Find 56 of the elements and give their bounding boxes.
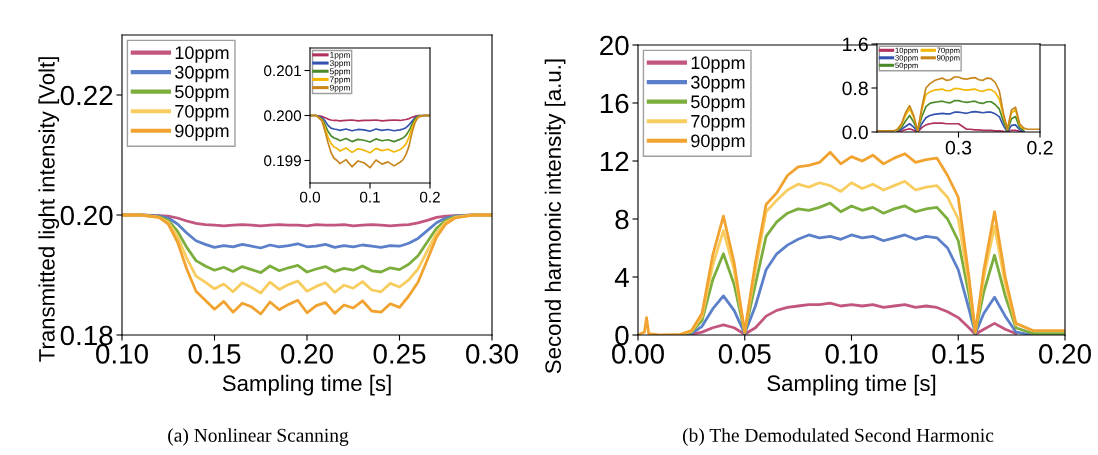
legend-label: 9ppm xyxy=(329,84,350,93)
x-tick-label: 0.1 xyxy=(359,191,380,203)
x-tick-label: 0.10 xyxy=(96,344,148,364)
x-tick-label: 0.2 xyxy=(419,191,440,203)
x-tick-label: 0.05 xyxy=(718,344,771,364)
y-tick-label: 0.8 xyxy=(842,81,868,96)
y-tick-label: 0.0 xyxy=(842,125,868,140)
x-axis-title: Sampling time [s] xyxy=(767,374,936,396)
legend-label: 10ppm xyxy=(175,46,229,63)
y-tick-label: 0.199 xyxy=(264,155,301,167)
x-tick-label: 0.30 xyxy=(466,344,518,364)
legend-label: 30ppm xyxy=(175,65,229,83)
y-tick-label: 16 xyxy=(600,93,629,114)
legend-label: 30ppm xyxy=(691,75,745,93)
y-tick-label: 4 xyxy=(614,267,629,288)
x-tick-label: 0.15 xyxy=(188,344,241,364)
y-tick-label: 0.18 xyxy=(60,325,113,346)
legend-label: 7ppm xyxy=(330,76,350,85)
y-tick-label: 0.22 xyxy=(60,85,113,106)
x-tick-label: 0.0 xyxy=(299,191,321,203)
x-axis-title: Sampling time [s] xyxy=(222,374,391,396)
legend-label: 90ppm xyxy=(691,134,745,151)
line-series xyxy=(122,213,492,316)
text: (b) The Demodulated Second Harmonic xyxy=(682,428,994,446)
x-tick-label: 0.25 xyxy=(373,344,426,364)
legend-label: 50ppm xyxy=(691,95,745,112)
y-tick-label: 0.200 xyxy=(264,110,302,122)
y-tick-label: 1.6 xyxy=(843,37,868,52)
line-series xyxy=(896,99,1025,132)
legend-label: 1ppm xyxy=(330,52,350,60)
legend-label: 50ppm xyxy=(175,85,229,102)
x-tick-label: 0.15 xyxy=(932,344,985,364)
x-tick-label: 0.2 xyxy=(1027,140,1053,155)
x-tick-label: 0.3 xyxy=(945,140,972,155)
legend-label: 90ppm xyxy=(175,124,229,141)
x-tick-label: 0.00 xyxy=(612,344,664,364)
x-tick-label: 0.10 xyxy=(825,344,878,364)
x-tick-label: 0.20 xyxy=(1039,344,1091,364)
y-tick-label: 8 xyxy=(615,209,629,230)
legend-label: 10ppm xyxy=(691,56,745,73)
legend-label: 70ppm xyxy=(175,104,229,122)
text: (a) Nonlinear Scanning xyxy=(168,428,349,446)
y-tick-label: 0.20 xyxy=(60,205,113,226)
y-tick-label: 12 xyxy=(600,151,629,172)
y-axis-title: Second harmonic intensity [a.u.] xyxy=(544,59,566,374)
line-series xyxy=(896,87,1025,132)
legend-label: 70ppm xyxy=(691,114,745,132)
y-tick-label: 0 xyxy=(615,325,629,346)
y-tick-label: 20 xyxy=(600,35,629,56)
x-tick-label: 0.20 xyxy=(281,344,333,364)
y-axis-title: Transmitted light intensity [Volt] xyxy=(38,57,60,362)
legend-label: 5ppm xyxy=(329,68,350,76)
legend-label: 3ppm xyxy=(329,60,350,68)
line-series xyxy=(896,110,1025,132)
y-tick-label: 0.201 xyxy=(264,65,301,77)
line-series xyxy=(310,114,430,169)
